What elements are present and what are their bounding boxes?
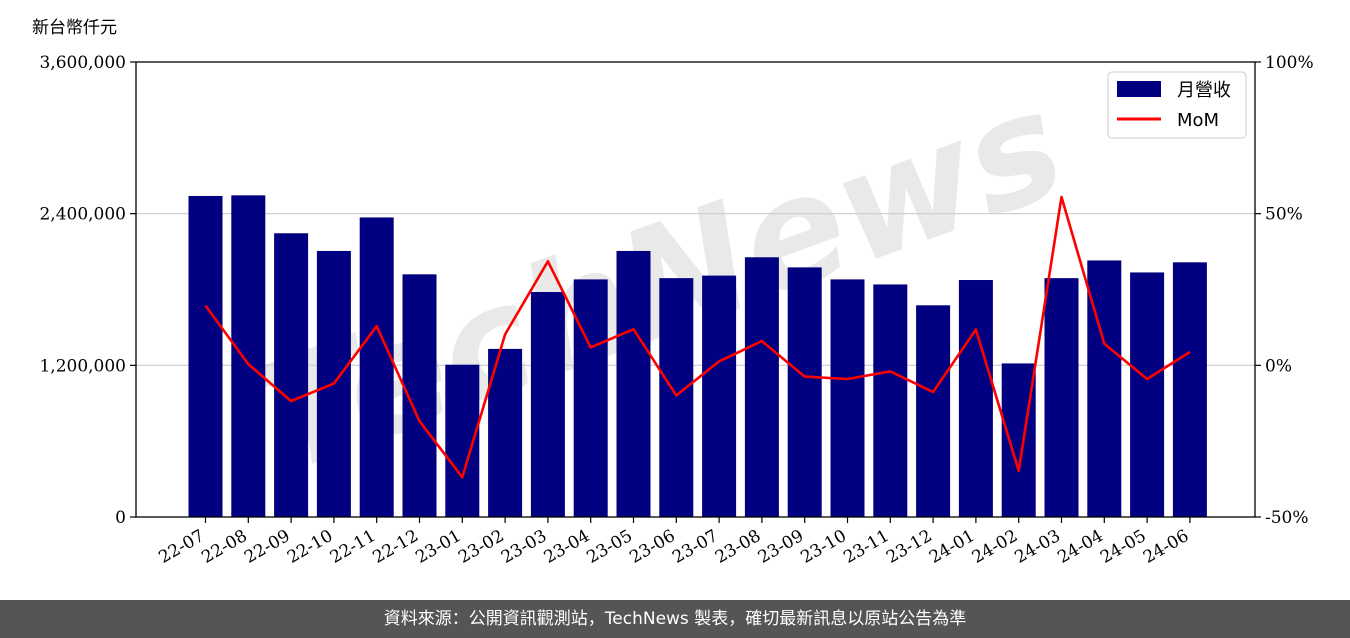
chart-canvas: TechNews 01,200,0002,400,0003,600,000-50… (32, 18, 1314, 568)
y-left-tick-label: 0 (115, 508, 126, 528)
x-tick-label: 24-03 (1012, 526, 1064, 568)
y-right-tick-label: 50% (1265, 205, 1303, 225)
x-tick-label: 23-02 (455, 526, 507, 568)
bar (1001, 363, 1036, 517)
bar (659, 278, 694, 517)
line-series (204, 195, 1191, 479)
y-right-tick-label: -50% (1265, 508, 1309, 528)
x-tick-label: 24-01 (926, 526, 978, 568)
bar (231, 195, 266, 517)
x-tick-label: 22-07 (156, 526, 208, 568)
bar (916, 305, 951, 517)
bar (188, 195, 223, 517)
legend-label-mom: MoM (1177, 110, 1219, 131)
y-right-tick-label: 0% (1265, 356, 1292, 376)
bar (359, 217, 394, 518)
legend-bar-swatch (1117, 81, 1161, 97)
x-tick-label: 24-02 (969, 526, 1021, 568)
bar (958, 280, 993, 517)
bar (488, 348, 523, 517)
x-tick-label: 22-12 (370, 526, 422, 568)
x-tick-label: 24-05 (1097, 526, 1149, 568)
x-tick-label: 23-08 (712, 526, 764, 568)
bar (1172, 262, 1207, 517)
bar (530, 292, 565, 517)
legend-label-revenue: 月營收 (1177, 80, 1231, 101)
x-tick-label: 23-11 (840, 526, 892, 568)
x-tick-label: 23-04 (541, 526, 593, 568)
source-footer: 資料來源：公開資訊觀測站，TechNews 製表，確切最新訊息以原站公告為準 (0, 600, 1350, 638)
x-tick-label: 23-10 (798, 526, 850, 568)
y-left-tick-label: 3,600,000 (39, 53, 126, 73)
x-tick-label: 23-07 (669, 526, 721, 568)
x-tick-label: 23-03 (498, 526, 550, 568)
x-tick-label: 24-06 (1140, 526, 1192, 568)
x-tick-label: 22-10 (284, 526, 336, 568)
y-left-tick-label: 2,400,000 (39, 205, 126, 225)
x-tick-label: 22-08 (198, 526, 250, 568)
bar (787, 267, 822, 517)
bar (702, 275, 737, 517)
x-tick-label: 23-01 (412, 526, 464, 568)
x-tick-label: 23-09 (755, 526, 807, 568)
bar (1130, 272, 1165, 517)
x-tick-label: 23-05 (584, 526, 636, 568)
y-right-tick-label: 100% (1265, 53, 1314, 73)
x-tick-label: 24-04 (1054, 526, 1106, 568)
mom-line (204, 195, 1191, 479)
bar-series (188, 195, 1207, 518)
x-tick-label: 22-09 (241, 526, 293, 568)
bar (744, 257, 779, 517)
x-tick-label: 22-11 (327, 526, 379, 568)
y-left-tick-label: 1,200,000 (39, 356, 126, 376)
y-unit-label: 新台幣仟元 (32, 18, 117, 38)
bar (573, 279, 608, 517)
plot-frame (135, 61, 1256, 518)
bar (1044, 278, 1079, 517)
bar (830, 279, 865, 517)
x-tick-label: 23-12 (883, 526, 935, 568)
legend: 月營收 MoM (1107, 71, 1247, 139)
bar (873, 284, 908, 517)
bar (274, 233, 309, 517)
x-tick-label: 23-06 (626, 526, 678, 568)
bar (616, 250, 651, 517)
